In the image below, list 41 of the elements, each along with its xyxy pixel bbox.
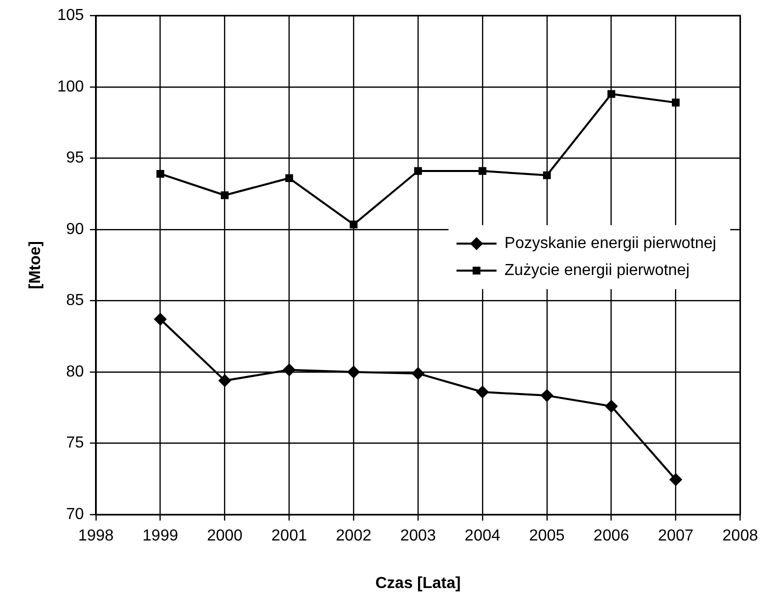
x-tick-label: 2006 <box>594 528 630 545</box>
point <box>347 366 360 379</box>
point <box>672 98 680 106</box>
point <box>412 366 425 380</box>
y-tick-label: 85 <box>66 292 84 310</box>
point <box>604 400 618 413</box>
x-tick-label: 2005 <box>529 528 565 545</box>
point <box>218 374 232 388</box>
x-axis-title: Czas [Lata] <box>375 574 461 592</box>
x-tick-label: 2007 <box>658 528 694 545</box>
point <box>282 363 296 376</box>
x-tick-label: 2008 <box>722 528 758 545</box>
point <box>156 170 164 178</box>
y-tick-label: 100 <box>57 78 84 96</box>
legend-label: Pozyskanie energii pierwotnej <box>504 235 716 252</box>
y-tick-label: 105 <box>57 7 84 24</box>
point <box>478 167 486 175</box>
x-tick-label: 2001 <box>271 528 308 545</box>
point <box>540 389 554 402</box>
x-tick-label: 2002 <box>336 528 372 545</box>
point <box>154 312 167 326</box>
legend-label: Zużycie energii pierwotnej <box>504 262 690 280</box>
point <box>543 171 551 180</box>
x-tick-label: 2004 <box>464 528 500 545</box>
point <box>285 174 294 182</box>
y-tick-label: 75 <box>66 434 84 452</box>
x-tick-label: 1998 <box>78 528 114 545</box>
y-tick-label: 80 <box>66 363 84 380</box>
point <box>476 385 489 398</box>
y-tick-label: 70 <box>66 506 84 524</box>
x-tick-label: 2003 <box>400 528 436 545</box>
y-tick-label: 90 <box>66 220 84 238</box>
y-tick-label: 95 <box>66 150 84 167</box>
point <box>414 167 422 175</box>
x-tick-label: 2000 <box>206 528 243 545</box>
x-tick-label: 1999 <box>142 528 178 545</box>
point <box>350 220 358 228</box>
y-axis-title: [Mtoe] <box>27 241 44 290</box>
point <box>607 90 616 98</box>
point <box>220 191 229 200</box>
point <box>669 473 682 486</box>
